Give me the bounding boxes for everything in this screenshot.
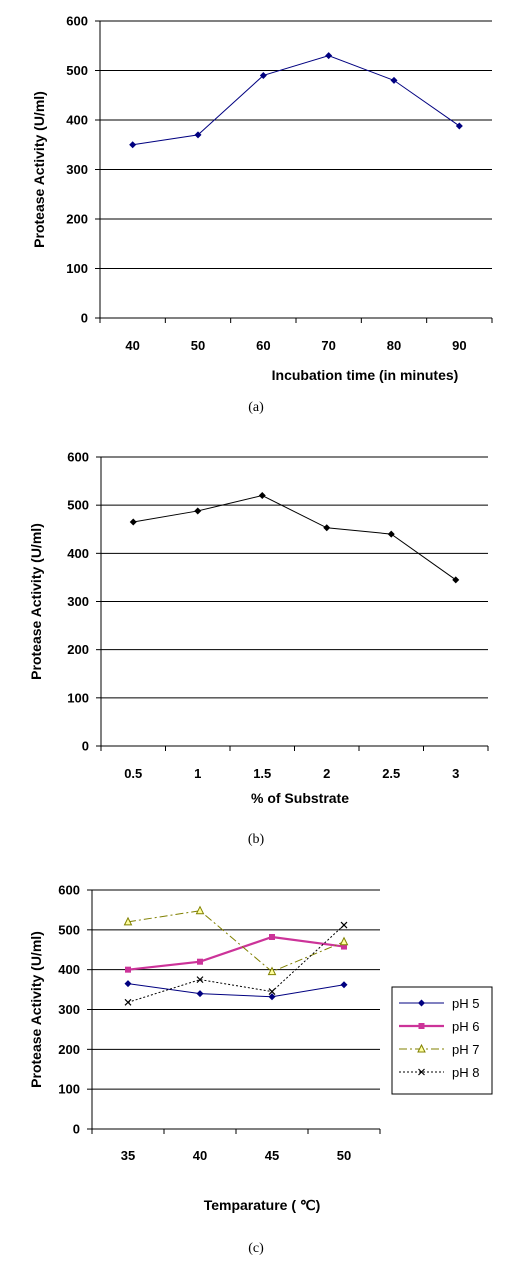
series-line-3 <box>127 924 345 1003</box>
x-tick-label: 0.5 <box>124 766 142 781</box>
x-tick-label: 1.5 <box>253 766 271 781</box>
data-point <box>258 492 266 500</box>
y-tick-label: 500 <box>67 498 89 513</box>
x-axis-label: Incubation time (in minutes) <box>272 367 459 383</box>
x-tick-label: 50 <box>337 1148 351 1163</box>
y-tick-label: 200 <box>58 1042 80 1057</box>
y-axis-label: Protease Activity (U/ml) <box>28 523 44 680</box>
y-tick-label: 500 <box>66 63 88 78</box>
legend-label: pH 7 <box>452 1042 479 1057</box>
data-point <box>196 990 204 998</box>
x-tick-label: 70 <box>321 338 335 353</box>
y-tick-label: 600 <box>67 450 89 465</box>
y-tick-label: 100 <box>58 1082 80 1097</box>
figure-caption: (c) <box>248 1241 264 1256</box>
series-line-0 <box>132 55 460 146</box>
y-tick-label: 600 <box>66 14 88 29</box>
figure-caption: (b) <box>248 832 265 847</box>
series-line-2 <box>127 910 345 973</box>
y-tick-label: 100 <box>66 261 88 276</box>
x-tick-label: 40 <box>125 338 139 353</box>
data-point <box>195 905 205 915</box>
x-tick-label: 45 <box>265 1148 279 1163</box>
data-point <box>269 934 275 941</box>
data-point <box>196 976 204 984</box>
legend-marker <box>418 1068 425 1076</box>
data-point <box>124 998 132 1006</box>
data-point <box>339 936 349 946</box>
chart-1: 0 100 200 300 400 500 600 0.5 1 1.5 2 2.5 3 % of Subs… <box>28 450 489 847</box>
data-point <box>341 943 347 950</box>
x-tick-label: 80 <box>387 338 401 353</box>
x-tick-label: 40 <box>193 1148 207 1163</box>
data-point <box>268 988 276 995</box>
chart-0: 0 100 200 300 400 500 600 40 50 60 70 80 90 Incubatio… <box>31 14 493 415</box>
data-point <box>268 993 276 1001</box>
data-point <box>194 131 202 139</box>
data-point <box>340 981 348 989</box>
data-point <box>194 507 202 515</box>
data-point <box>390 76 398 84</box>
data-point <box>325 52 333 60</box>
x-tick-label: 90 <box>452 338 466 353</box>
data-point <box>455 122 463 130</box>
y-tick-label: 400 <box>67 546 89 561</box>
data-point <box>124 980 132 988</box>
y-tick-label: 0 <box>73 1122 80 1137</box>
y-tick-label: 200 <box>66 212 88 227</box>
x-axis-label: Temparature ( ℃) <box>204 1197 321 1213</box>
y-tick-label: 300 <box>67 594 89 609</box>
x-tick-label: 50 <box>191 338 205 353</box>
legend-label: pH 5 <box>452 996 479 1011</box>
legend-marker <box>417 1043 426 1053</box>
y-tick-label: 0 <box>82 739 89 754</box>
legend-label: pH 6 <box>452 1019 479 1034</box>
y-tick-label: 300 <box>66 162 88 177</box>
y-tick-label: 500 <box>58 922 80 937</box>
x-tick-label: 60 <box>256 338 270 353</box>
y-tick-label: 0 <box>81 311 88 326</box>
data-point <box>197 958 203 965</box>
figure-caption: (a) <box>248 400 264 415</box>
chart-2: 0 100 200 300 400 500 600 35 40 45 50 Temparature (… <box>28 883 493 1256</box>
data-point <box>340 921 348 929</box>
data-point <box>259 71 267 79</box>
data-point <box>323 524 331 532</box>
y-tick-label: 400 <box>58 962 80 977</box>
data-point <box>125 966 131 973</box>
data-point <box>452 576 460 584</box>
y-tick-label: 300 <box>58 1002 80 1017</box>
x-tick-label: 3 <box>452 766 459 781</box>
y-tick-label: 600 <box>58 883 80 898</box>
x-tick-label: 35 <box>121 1148 135 1163</box>
y-tick-label: 100 <box>67 690 89 705</box>
x-tick-label: 2.5 <box>382 766 400 781</box>
y-axis-label: Protease Activity (U/ml) <box>28 931 44 1088</box>
y-tick-label: 400 <box>66 113 88 128</box>
data-point <box>387 530 395 538</box>
x-tick-label: 2 <box>323 766 330 781</box>
series-line-0 <box>127 983 345 998</box>
data-point <box>123 916 133 926</box>
legend-box <box>391 986 493 1095</box>
y-tick-label: 200 <box>67 642 89 657</box>
series-line-0 <box>133 495 457 581</box>
data-point <box>267 966 277 976</box>
legend-label: pH 8 <box>452 1065 479 1080</box>
y-axis-label: Protease Activity (U/ml) <box>31 91 47 248</box>
x-axis-label: % of Substrate <box>251 790 349 806</box>
legend: pH 5 pH 6 pH 7 pH 8 <box>391 986 493 1095</box>
series-line-1 <box>127 935 345 971</box>
data-point <box>129 518 137 526</box>
legend-marker <box>418 999 425 1007</box>
x-tick-label: 1 <box>194 766 201 781</box>
data-point <box>129 141 137 149</box>
legend-marker <box>418 1023 425 1029</box>
